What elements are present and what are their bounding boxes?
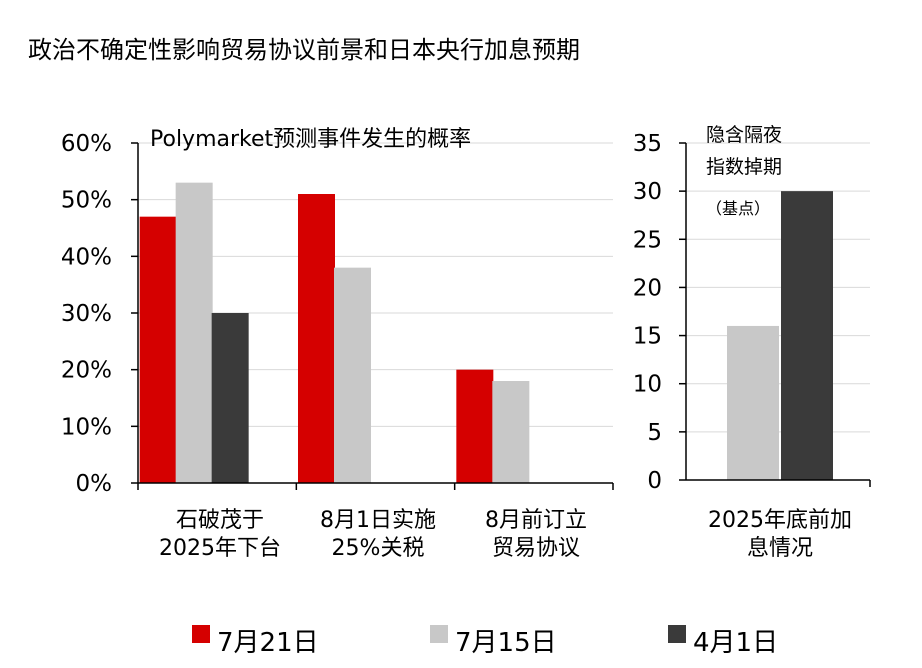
y-tick-label: 60% [61, 131, 112, 157]
right-category-label-a: 2025年底前加 [708, 508, 852, 533]
bar-3-7月15日 [492, 381, 530, 483]
bar-2-7月21日 [298, 194, 335, 483]
legend-swatch-7-15 [430, 625, 448, 643]
category-label-3a: 8月前订立 [485, 508, 587, 533]
y-tick-label: 50% [61, 188, 112, 214]
right-note-line-2: 指数掉期 [706, 156, 782, 178]
figure-title: 政治不确定性影响贸易协议前景和日本央行加息预期 [28, 36, 580, 64]
left-axis: 0% 10% 20% 30% 40% 50% 60% [61, 131, 614, 497]
right-axis: 0 5 10 15 20 25 30 35 [633, 131, 871, 494]
legend-label-7-15: 7月15日 [455, 628, 557, 658]
bar-1-4月1日 [211, 313, 249, 483]
category-label-3b: 贸易协议 [492, 536, 580, 561]
bar-1-7月15日 [175, 182, 213, 483]
bar-3-7月21日 [456, 369, 494, 483]
right-note: 隐含隔夜 指数掉期 （基点） [706, 124, 782, 218]
y-tick-label: 40% [61, 244, 112, 270]
legend-swatch-7-21 [192, 625, 210, 643]
left-bars [139, 182, 530, 483]
category-label-2a: 8月1日实施 [320, 508, 436, 533]
left-subtitle: Polymarket预测事件发生的概率 [150, 127, 471, 152]
y-tick-label: 10 [633, 372, 662, 398]
right-category-label-b: 息情况 [747, 536, 813, 561]
legend-label-7-21: 7月21日 [217, 628, 319, 658]
y-tick-label: 20 [633, 275, 662, 301]
right-note-line-1: 隐含隔夜 [706, 124, 782, 146]
y-tick-label: 15 [633, 324, 662, 350]
legend-label-4-1: 4月1日 [693, 628, 778, 658]
category-label-2b: 25%关税 [332, 536, 425, 561]
y-tick-label: 30% [61, 301, 112, 327]
y-tick-label: 25 [633, 227, 662, 253]
legend: 7月21日 7月15日 4月1日 [192, 625, 778, 658]
right-category-label: 2025年底前加 息情况 [708, 508, 852, 561]
legend-swatch-4-1 [668, 625, 686, 643]
category-label-1b: 2025年下台 [159, 536, 281, 561]
y-tick-label: 10% [61, 414, 112, 440]
y-tick-label: 30 [633, 179, 662, 205]
left-category-labels: 石破茂于 2025年下台 8月1日实施 25%关税 8月前订立 贸易协议 [159, 508, 587, 561]
bar-2-7月15日 [334, 267, 371, 483]
y-tick-label: 0 [647, 468, 662, 494]
y-tick-label: 0% [76, 471, 113, 497]
y-tick-label: 5 [647, 420, 662, 446]
y-tick-label: 20% [61, 358, 112, 384]
right-bar-7月15日 [727, 325, 779, 480]
category-label-1a: 石破茂于 [176, 508, 264, 533]
y-tick-label: 35 [633, 131, 662, 157]
right-note-line-3: （基点） [706, 199, 770, 218]
right-gridlines [686, 142, 870, 433]
right-bar-4月1日 [781, 191, 833, 480]
right-bars [727, 191, 833, 480]
bar-1-7月21日 [139, 216, 177, 483]
